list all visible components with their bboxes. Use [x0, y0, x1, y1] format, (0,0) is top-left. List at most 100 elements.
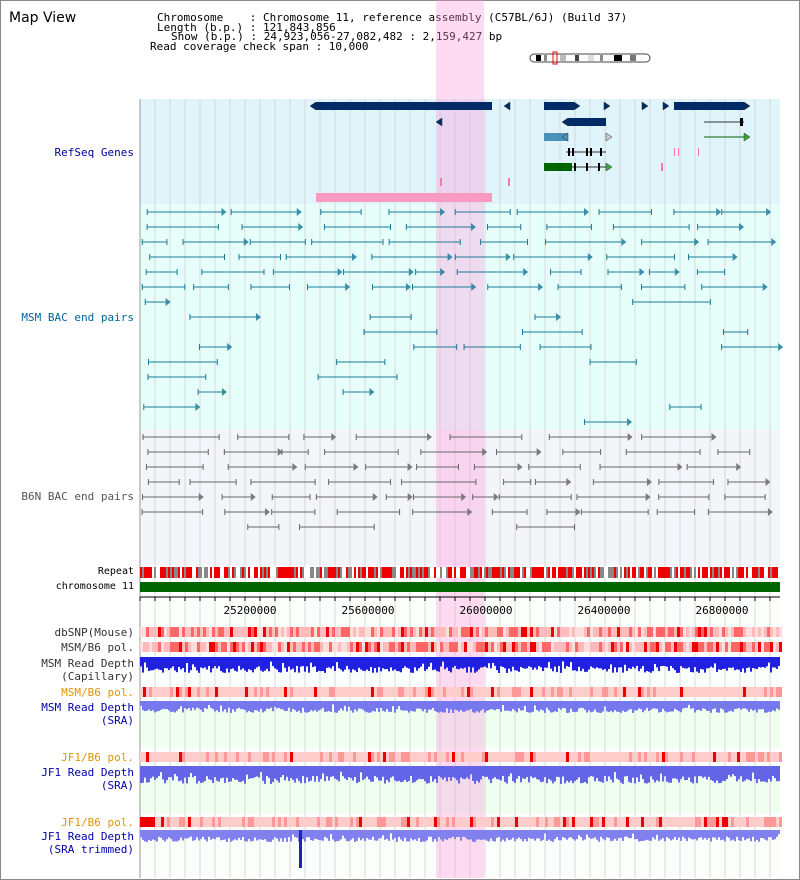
track-label-msm-read-depth-sra[interactable]: MSM Read Depth (SRA): [41, 701, 134, 727]
dbsnp-cell: [608, 627, 611, 637]
jf1-b6-pol-cell: [275, 752, 278, 762]
jf1-depth-trimmed-bar: [434, 830, 436, 840]
msm-depth-capillary-bar: [614, 657, 616, 668]
msm-depth-capillary-bar: [450, 657, 452, 673]
jf1-b6-pol-2-cell: [359, 817, 362, 827]
msm-depth-sra-bar: [332, 701, 334, 705]
track-label-jf1-b6-pol[interactable]: JF1/B6 pol.: [61, 751, 134, 764]
msm-b6-pol-sra-cell: [470, 687, 473, 697]
dbsnp-cell: [287, 627, 290, 637]
msm-depth-capillary-bar: [262, 657, 264, 672]
msm-b6-pol-cell: [731, 642, 734, 652]
msm-depth-capillary-bar: [244, 657, 246, 671]
track-label-jf1-read-depth[interactable]: JF1 Read Depth (SRA): [41, 766, 134, 792]
track-label-msm-read-depth-capillary[interactable]: MSM Read Depth (Capillary): [41, 657, 134, 683]
repeat-bar: [440, 567, 442, 578]
track-label-b6n-bac[interactable]: B6N BAC end pairs: [21, 490, 134, 503]
jf1-depth-trimmed-bar: [172, 830, 174, 842]
repeat-bar: [290, 567, 292, 578]
jf1-b6-pol-cell: [758, 752, 761, 762]
msm-depth-capillary-bar: [208, 657, 210, 667]
msm-depth-capillary-bar: [308, 657, 310, 673]
jf1-b6-pol-cell: [560, 752, 563, 762]
jf1-b6-pol-cell: [263, 752, 266, 762]
track-label-dbsnp[interactable]: dbSNP(Mouse): [54, 626, 134, 639]
jf1-depth-bar: [702, 766, 704, 778]
ideogram-band: [575, 55, 579, 61]
jf1-depth-bar: [426, 766, 428, 784]
msm-b6-pol-cell: [404, 642, 407, 652]
track-label-jf1-b6-pol-2[interactable]: JF1/B6 pol.: [61, 816, 134, 829]
jf1-b6-pol-cell: [431, 752, 434, 762]
msm-depth-capillary-bar: [406, 657, 408, 668]
msm-depth-capillary-bar: [142, 657, 144, 673]
dbsnp-cell: [398, 627, 401, 637]
jf1-b6-pol-2-cell: [662, 817, 665, 827]
repeat-bar: [778, 567, 780, 578]
msm-depth-sra-bar: [190, 701, 192, 711]
msm-depth-capillary-bar: [710, 657, 712, 667]
msm-b6-pol-sra-cell: [542, 687, 545, 697]
msm-depth-sra-bar: [196, 701, 198, 708]
msm-b6-pol-cell: [509, 642, 512, 652]
track-label-refseq[interactable]: RefSeq Genes: [54, 146, 134, 159]
msm-bac-pair-arrow: [255, 313, 261, 321]
repeat-bar: [516, 567, 518, 578]
msm-depth-capillary-bar: [428, 657, 430, 667]
jf1-b6-pol-2-cell: [617, 817, 620, 827]
jf1-b6-pol-2-cell: [278, 817, 281, 827]
msm-depth-capillary-bar: [740, 657, 742, 672]
jf1-depth-trimmed-bar: [750, 830, 752, 842]
dbsnp-cell: [431, 627, 434, 637]
msm-b6-pol-sra-cell: [629, 687, 632, 697]
jf1-b6-pol-cell: [704, 752, 707, 762]
msm-b6-pol-cell: [764, 642, 767, 652]
jf1-b6-pol-cell: [479, 752, 482, 762]
jf1-depth-trimmed-bar: [564, 830, 566, 839]
track-label-jf1-read-depth-trimmed[interactable]: JF1 Read Depth (SRA trimmed): [41, 830, 134, 856]
msm-depth-capillary-bar: [140, 657, 142, 667]
msm-depth-sra-bar: [352, 701, 354, 713]
track-label-msm-b6-pol[interactable]: MSM/B6 pol.: [61, 641, 134, 654]
jf1-b6-pol-2-cell: [365, 817, 368, 827]
jf1-depth-trimmed-bar: [152, 830, 154, 840]
jf1-b6-pol-cell: [740, 752, 743, 762]
msm-b6-pol-cell: [689, 642, 692, 652]
msm-depth-sra-bar: [690, 701, 692, 709]
track-label-msm-b6-pol-2[interactable]: MSM/B6 pol.: [61, 686, 134, 699]
msm-b6-pol-sra-cell: [626, 687, 629, 697]
msm-depth-capillary-bar: [484, 657, 486, 667]
msm-b6-pol-cell: [524, 642, 527, 652]
dbsnp-cell: [320, 627, 323, 637]
msm-b6-pol-sra-cell: [530, 687, 533, 697]
jf1-b6-pol-cell: [227, 752, 230, 762]
jf1-depth-trimmed-bar: [460, 830, 462, 841]
jf1-depth-trimmed-bar: [578, 830, 580, 836]
jf1-depth-bar: [184, 766, 186, 778]
repeat-bar: [176, 567, 178, 578]
track-label-msm-bac[interactable]: MSM BAC end pairs: [21, 311, 134, 324]
jf1-depth-trimmed-bar: [158, 830, 160, 837]
jf1-depth-trimmed-bar: [454, 830, 456, 840]
msm-depth-capillary-bar: [268, 657, 270, 672]
msm-depth-sra-bar: [416, 701, 418, 709]
b6n-bac-pair-arrow: [292, 463, 298, 471]
jf1-depth-bar: [474, 766, 476, 784]
jf1-depth-trimmed-bar: [432, 830, 434, 842]
msm-b6-pol-cell: [620, 642, 623, 652]
jf1-depth-bar: [684, 766, 686, 781]
dbsnp-cell: [362, 627, 365, 637]
msm-b6-pol-sra-cell: [422, 687, 425, 697]
msm-depth-capillary-bar: [314, 657, 316, 667]
dbsnp-cell: [476, 627, 479, 637]
jf1-depth-bar: [364, 766, 366, 779]
jf1-b6-pol-cell: [317, 752, 320, 762]
repeat-bar: [332, 567, 334, 578]
jf1-depth-bar: [296, 766, 298, 779]
msm-depth-capillary-bar: [200, 657, 202, 668]
msm-depth-capillary-bar: [266, 657, 268, 669]
msm-b6-pol-cell: [500, 642, 503, 652]
dbsnp-cell: [725, 627, 728, 637]
repeat-bar: [260, 567, 262, 578]
